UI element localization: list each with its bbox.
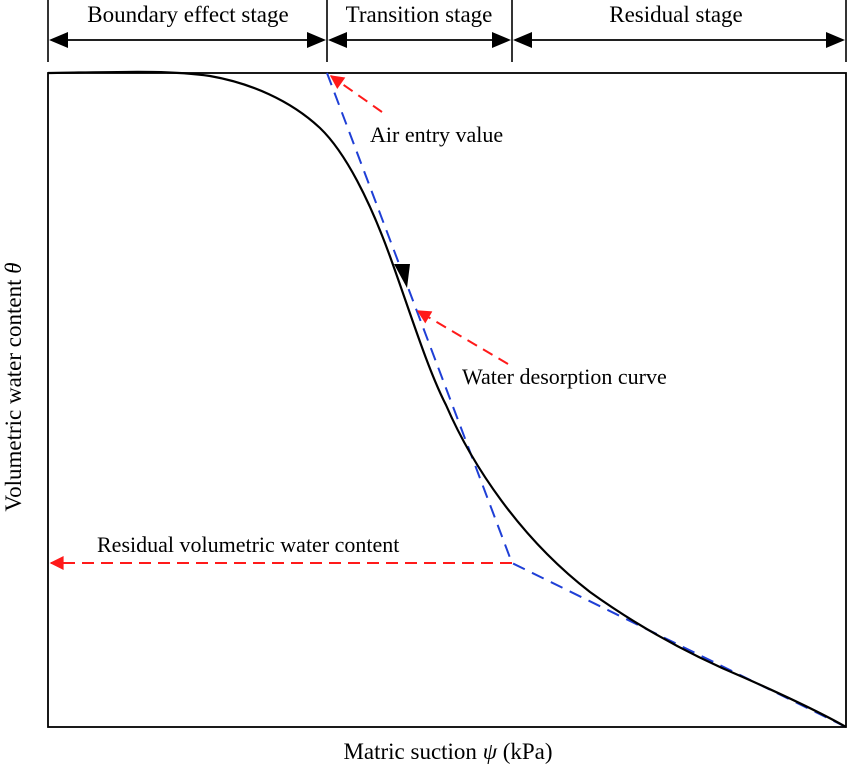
tangent-lines (326, 72, 847, 728)
arrowhead-left-icon (513, 32, 532, 48)
stage-dimension-transition (328, 32, 511, 48)
plot-frame (47, 72, 847, 728)
y-axis-name: Volumetric water content (1, 279, 26, 512)
arrowhead-right-icon (307, 32, 326, 48)
y-axis-symbol: θ (1, 262, 26, 273)
stage-label-transition: Transition stage (346, 2, 493, 27)
arrowhead-left-icon (49, 32, 68, 48)
stage-bar: Boundary effect stage Transition stage R… (47, 0, 847, 62)
stage-label-boundary-effect: Boundary effect stage (87, 2, 288, 27)
curve-direction-arrow-icon (394, 264, 410, 288)
arrowhead-right-icon (826, 32, 845, 48)
arrowhead-left-icon (328, 32, 347, 48)
water-desorption-curve (47, 70, 847, 728)
arrow-air-entry (329, 75, 383, 113)
x-axis-name: Matric suction (343, 739, 477, 764)
x-axis-symbol: ψ (483, 739, 498, 764)
label-residual-water-content: Residual volumetric water content (97, 532, 399, 557)
label-air-entry-value: Air entry value (370, 122, 503, 147)
x-axis-title: Matric suction ψ (kPa) (343, 739, 552, 764)
label-water-desorption-curve: Water desorption curve (462, 364, 667, 389)
stage-label-residual: Residual stage (609, 2, 743, 27)
stage-dimension-residual (513, 32, 845, 48)
stage-dimension-boundary (49, 32, 326, 48)
x-axis-unit: (kPa) (503, 739, 553, 764)
y-axis-title: Volumetric water content θ (1, 262, 26, 511)
arrowhead-right-icon (492, 32, 511, 48)
arrow-desorption (416, 310, 509, 365)
